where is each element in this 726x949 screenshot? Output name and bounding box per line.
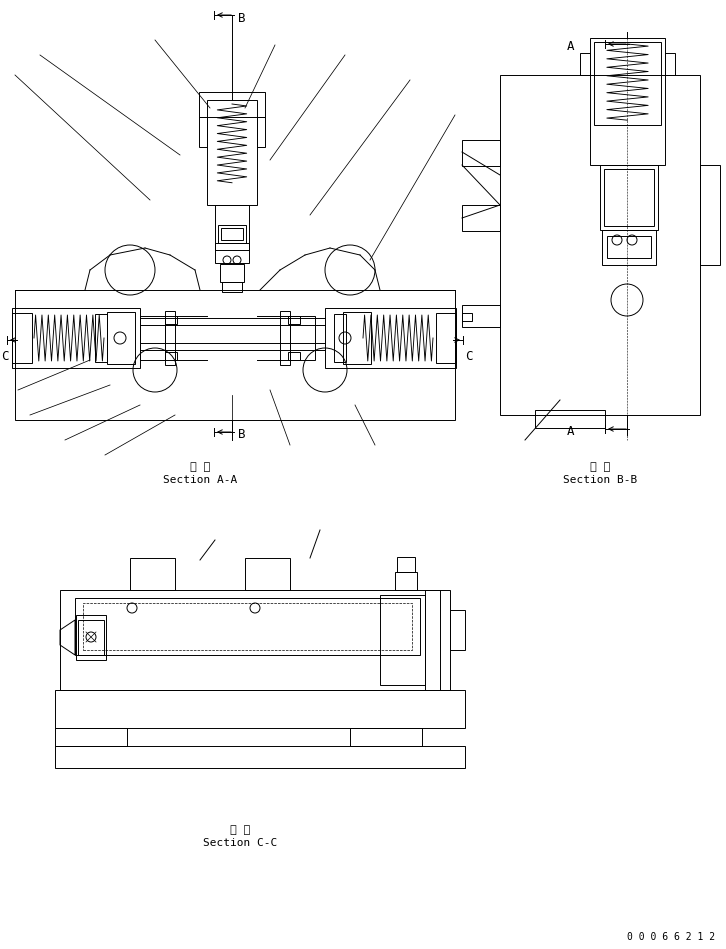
Bar [350,728,422,746]
Bar [280,311,290,365]
Bar [222,282,242,292]
Text: 0 0 0 6 6 2 1 2: 0 0 0 6 6 2 1 2 [627,932,715,942]
Bar [165,316,177,324]
Bar [199,92,265,117]
Text: A: A [567,425,574,438]
Bar [462,205,500,231]
Bar [83,603,412,650]
Bar [380,595,425,685]
Bar [290,316,315,360]
Bar [165,352,177,360]
Bar [245,558,290,590]
Bar [288,352,300,360]
Bar [55,746,465,768]
Bar [107,312,135,364]
Bar [257,117,265,147]
Bar [425,590,450,690]
Bar [218,225,246,243]
Bar [462,313,472,321]
Bar [215,243,249,263]
Bar [12,308,140,368]
Bar [580,53,590,75]
Bar [450,610,465,650]
Text: C: C [465,350,473,363]
Bar [590,38,665,165]
Text: B: B [238,428,245,441]
Bar [130,558,175,590]
Bar [602,230,656,265]
Bar [221,228,243,240]
Bar [12,313,32,363]
Text: 断 面
Section C-C: 断 面 Section C-C [203,825,277,848]
Bar [436,313,456,363]
Bar [665,53,675,75]
Text: A: A [567,40,574,53]
Bar [140,316,165,360]
Text: B: B [238,12,245,25]
Bar [500,75,700,415]
Bar [397,557,415,572]
Bar [78,620,104,655]
Text: 断 面
Section A-A: 断 面 Section A-A [163,462,237,485]
Bar [199,117,207,147]
Bar [95,314,107,362]
Bar [76,615,106,660]
Bar [220,264,244,282]
Bar [334,314,346,362]
Bar [462,140,500,166]
Bar [604,169,654,226]
Bar [288,316,300,324]
Bar [60,590,440,690]
Text: C: C [1,350,9,363]
Bar [55,690,465,728]
Bar [75,598,420,655]
Bar [343,312,371,364]
Bar [55,728,127,746]
Bar [215,205,249,250]
Bar [700,165,720,265]
Bar [207,100,257,205]
Bar [607,236,651,258]
Bar [395,572,417,590]
Bar [462,305,500,327]
Bar [15,290,455,420]
Bar [600,165,658,230]
Bar [165,311,175,365]
Text: 断 面
Section B-B: 断 面 Section B-B [563,462,637,485]
Bar [535,410,605,428]
Bar [594,42,661,124]
Bar [325,308,456,368]
